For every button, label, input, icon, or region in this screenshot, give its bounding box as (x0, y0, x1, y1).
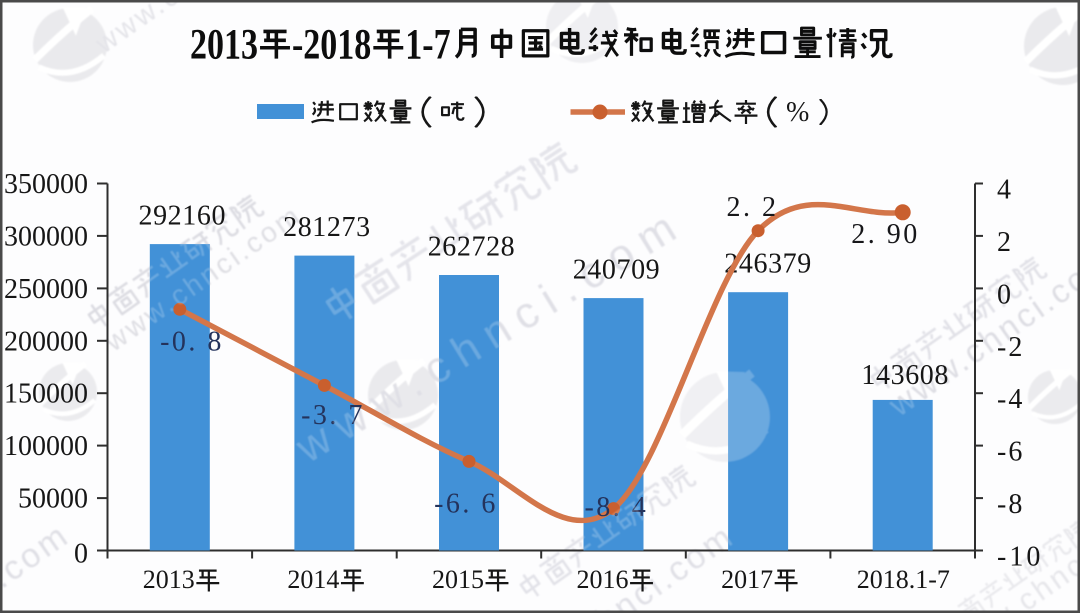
svg-text:143608: 143608 (861, 360, 949, 391)
svg-text:50000: 50000 (18, 484, 88, 515)
svg-text:%: % (786, 97, 809, 128)
svg-text:2017: 2017 (721, 565, 773, 594)
svg-text:-10: -10 (997, 542, 1043, 573)
svg-text:200000: 200000 (4, 326, 88, 357)
svg-text:-6: -6 (997, 437, 1024, 468)
svg-text:2015: 2015 (432, 565, 484, 594)
svg-text:281273: 281273 (283, 212, 371, 243)
svg-text:-: - (292, 21, 303, 69)
svg-text:2016: 2016 (577, 565, 629, 594)
svg-text:4: 4 (997, 175, 1013, 206)
svg-text:2: 2 (997, 227, 1013, 258)
svg-text:2018.1-7: 2018.1-7 (857, 565, 950, 594)
svg-text:100000: 100000 (4, 431, 88, 462)
svg-text:2013: 2013 (143, 565, 195, 594)
svg-text:292160: 292160 (138, 201, 226, 232)
svg-text:-6. 6: -6. 6 (434, 489, 498, 520)
svg-text:2018: 2018 (303, 21, 371, 69)
svg-text:-8: -8 (997, 489, 1024, 520)
svg-text:-0. 8: -0. 8 (160, 327, 224, 358)
svg-text:150000: 150000 (4, 379, 88, 410)
svg-text:2013: 2013 (190, 21, 258, 69)
svg-text:1-7: 1-7 (405, 21, 450, 69)
svg-text:2. 2: 2. 2 (727, 192, 779, 223)
svg-text:240709: 240709 (573, 255, 661, 286)
svg-text:-2: -2 (997, 332, 1024, 363)
svg-text:-4: -4 (997, 384, 1024, 415)
svg-text:2. 90: 2. 90 (851, 219, 920, 250)
svg-text:262728: 262728 (428, 232, 516, 263)
svg-text:0: 0 (74, 539, 88, 570)
svg-text:250000: 250000 (4, 274, 88, 305)
svg-text:350000: 350000 (4, 169, 88, 200)
svg-text:300000: 300000 (4, 221, 88, 252)
svg-text:2014: 2014 (287, 565, 339, 594)
svg-text:0: 0 (997, 279, 1013, 310)
svg-text:-3. 7: -3. 7 (301, 400, 365, 431)
